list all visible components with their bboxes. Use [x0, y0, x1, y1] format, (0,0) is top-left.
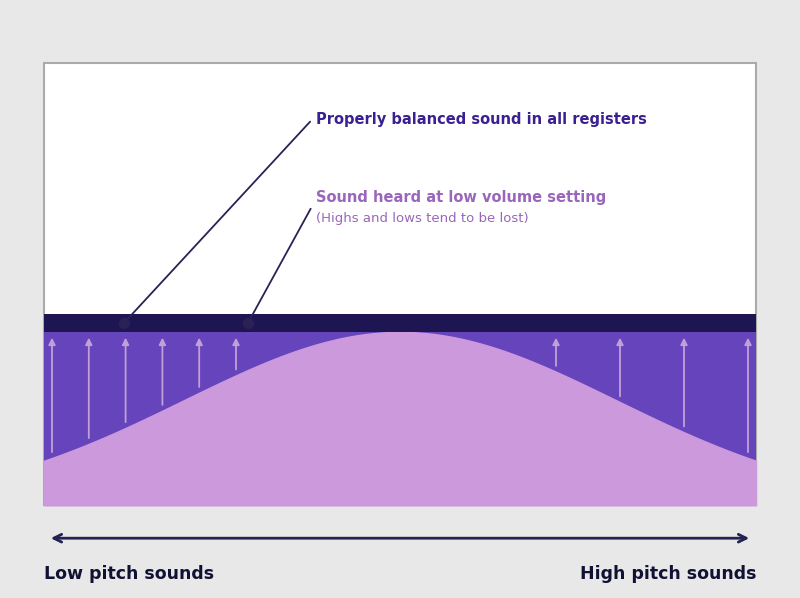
Bar [44, 314, 756, 332]
Text: High pitch sounds: High pitch sounds [579, 565, 756, 583]
Text: Low pitch sounds: Low pitch sounds [44, 565, 214, 583]
Bar [44, 332, 756, 505]
Bar [44, 63, 756, 505]
Text: Sound heard at low volume setting: Sound heard at low volume setting [316, 190, 606, 205]
Text: Properly balanced sound in all registers: Properly balanced sound in all registers [316, 112, 647, 127]
Text: (Highs and lows tend to be lost): (Highs and lows tend to be lost) [316, 212, 529, 225]
